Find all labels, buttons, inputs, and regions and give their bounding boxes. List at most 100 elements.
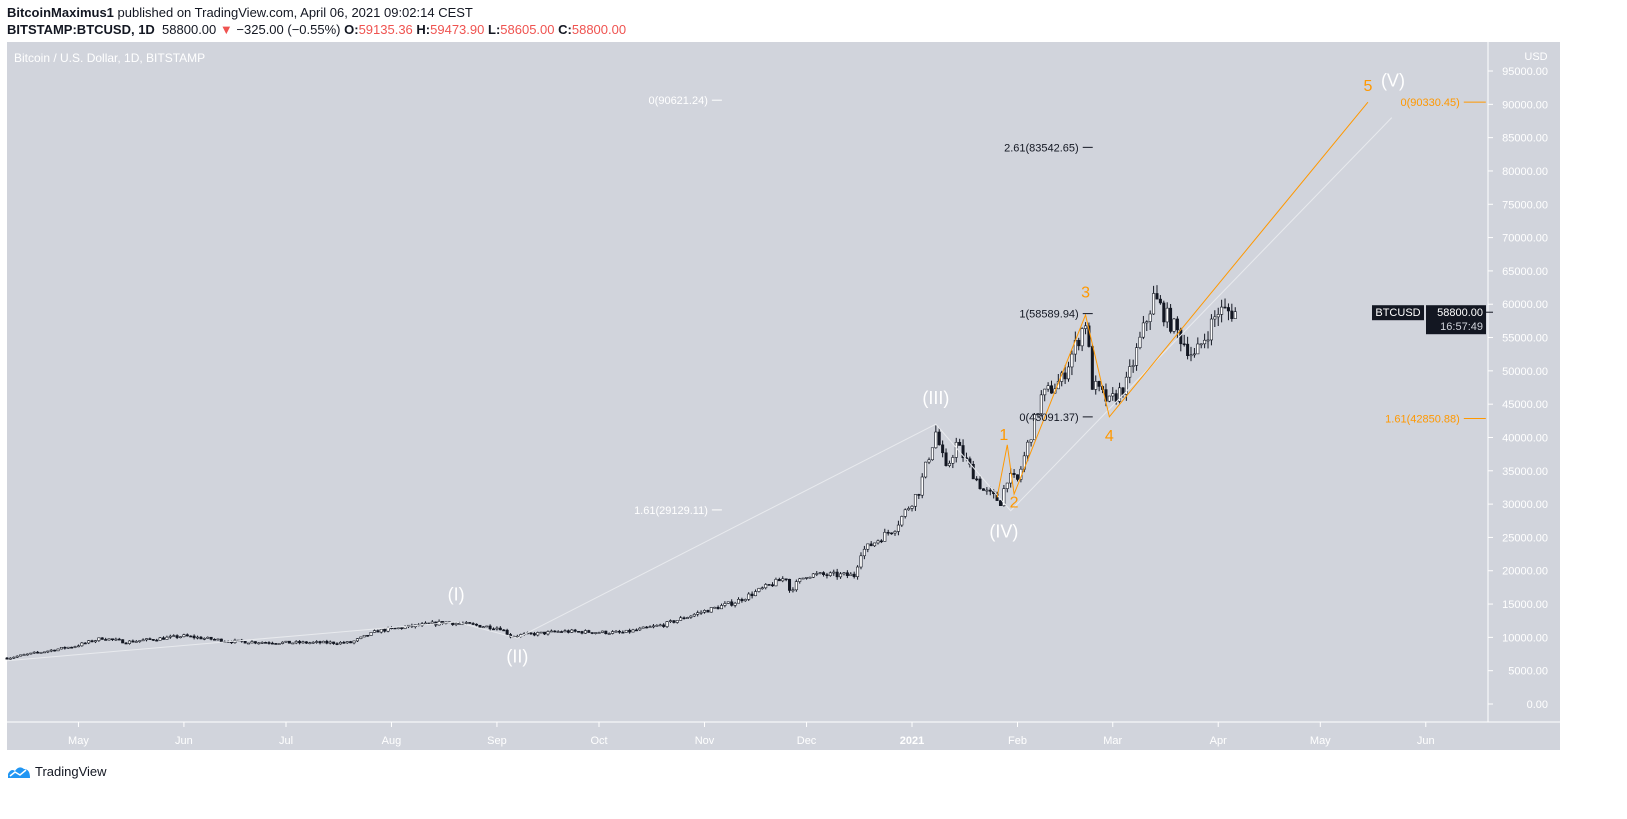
candle-up xyxy=(196,636,200,639)
footer-brand[interactable]: TradingView xyxy=(35,764,107,779)
wave-label: 1 xyxy=(999,427,1008,444)
candle-up xyxy=(179,636,183,639)
candle-up xyxy=(794,581,798,591)
candle-up xyxy=(172,635,176,637)
y-tick-label: 0.00 xyxy=(1527,699,1548,711)
candle-up xyxy=(328,641,332,644)
candle-up xyxy=(1067,366,1071,380)
candle-down xyxy=(230,641,234,644)
bar-countdown: 16:57:49 xyxy=(1440,321,1483,333)
candle-down xyxy=(621,631,625,634)
candle-down xyxy=(740,599,744,602)
y-tick-label: 90000.00 xyxy=(1502,99,1548,111)
candle-down xyxy=(988,489,992,492)
candle-up xyxy=(134,641,138,643)
candle-up xyxy=(600,630,604,633)
candle-down xyxy=(577,631,581,633)
candle-up xyxy=(73,646,77,648)
x-tick-label: May xyxy=(1310,735,1331,747)
candle-down xyxy=(975,478,979,481)
candle-down xyxy=(131,640,135,643)
candle-down xyxy=(958,441,962,446)
fib-label: 1(58589.94) xyxy=(1019,309,1078,321)
wave-label: 2 xyxy=(1010,494,1019,511)
candle-up xyxy=(641,626,645,629)
candle-up xyxy=(832,571,836,574)
candle-up xyxy=(29,652,33,655)
candle-down xyxy=(148,638,152,640)
wave-label: (I) xyxy=(448,585,465,605)
candle-down xyxy=(573,629,577,632)
candle-down xyxy=(617,630,621,633)
y-tick-label: 45000.00 xyxy=(1502,399,1548,411)
currency-label: USD xyxy=(1524,51,1547,63)
candle-down xyxy=(100,637,104,640)
candle-down xyxy=(886,531,890,534)
candle-down xyxy=(604,630,608,634)
footer: TradingView xyxy=(7,764,107,779)
candle-up xyxy=(539,631,543,634)
candle-up xyxy=(815,573,819,575)
candle-up xyxy=(702,610,706,613)
candle-up xyxy=(668,620,672,622)
candle-down xyxy=(468,622,472,624)
candle-down xyxy=(529,632,533,635)
candle-up xyxy=(859,555,863,568)
candle-down xyxy=(498,627,502,631)
candle-down xyxy=(825,574,829,576)
candle-up xyxy=(801,577,805,580)
candle-down xyxy=(944,452,948,466)
x-tick-label: May xyxy=(68,735,89,747)
candle-down xyxy=(189,635,193,638)
candle-down xyxy=(1050,385,1054,394)
candle-up xyxy=(1039,394,1043,414)
candle-up xyxy=(49,649,53,652)
candle-down xyxy=(342,641,346,644)
candle-down xyxy=(937,431,941,446)
candle-up xyxy=(985,489,989,492)
candle-down xyxy=(264,642,268,644)
candle-up xyxy=(250,641,254,644)
candle-down xyxy=(961,445,965,459)
candle-up xyxy=(648,626,652,628)
candle-down xyxy=(1182,343,1186,346)
candle-up xyxy=(284,640,288,643)
candle-up xyxy=(811,573,815,578)
candle-down xyxy=(879,540,883,543)
candle-up xyxy=(713,606,717,609)
candle-up xyxy=(1216,314,1220,318)
chart-background xyxy=(7,42,1560,750)
candle-up xyxy=(665,621,669,627)
candle-down xyxy=(243,641,247,644)
candle-down xyxy=(917,494,921,496)
candle-up xyxy=(87,640,91,644)
wave-label: (IV) xyxy=(989,521,1018,541)
candle-up xyxy=(39,652,43,654)
candle-up xyxy=(536,632,540,636)
candle-up xyxy=(696,612,700,615)
x-tick-label: 2021 xyxy=(900,735,924,747)
candle-up xyxy=(1213,316,1217,320)
y-tick-label: 15000.00 xyxy=(1502,599,1548,611)
candle-up xyxy=(924,461,928,478)
chart-title: Bitcoin / U.S. Dollar, 1D, BITSTAMP xyxy=(14,51,205,65)
candle-up xyxy=(805,577,809,579)
candle-down xyxy=(219,638,223,643)
author[interactable]: BitcoinMaximus1 xyxy=(7,5,114,20)
candle-down xyxy=(325,640,329,644)
candle-up xyxy=(631,629,635,633)
candle-down xyxy=(580,631,584,634)
candle-down xyxy=(90,640,94,643)
candle-up xyxy=(743,599,747,602)
y-tick-label: 20000.00 xyxy=(1502,566,1548,578)
symbol-badge-text: BTCUSD xyxy=(1375,307,1420,319)
candle-up xyxy=(828,572,832,576)
candle-up xyxy=(127,640,131,644)
candle-up xyxy=(12,656,16,659)
candle-up xyxy=(920,476,924,496)
candle-up xyxy=(8,657,12,660)
candle-up xyxy=(1026,441,1030,457)
candle-up xyxy=(42,651,46,654)
candle-up xyxy=(515,635,519,638)
